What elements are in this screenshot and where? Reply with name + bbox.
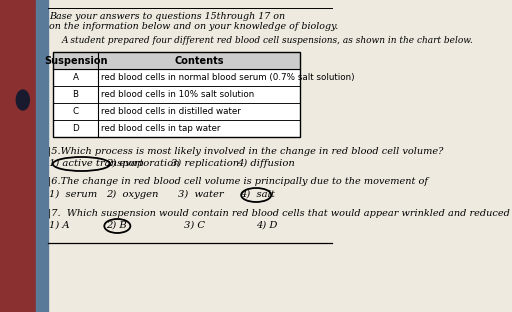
Text: red blood cells in tap water: red blood cells in tap water [101,124,221,133]
Bar [0,0,36,312]
Circle shape [16,90,29,110]
Text: 2) evaporation: 2) evaporation [106,159,180,168]
Text: 1)  serum: 1) serum [49,190,97,199]
Text: Suspension: Suspension [44,56,108,66]
Text: 1) A: 1) A [49,221,70,230]
Text: Base your answers to questions 15through 17 on: Base your answers to questions 15through… [49,12,285,21]
Text: A student prepared four different red blood cell suspensions, as shown in the ch: A student prepared four different red bl… [62,36,474,45]
Text: red blood cells in normal blood serum (0.7% salt solution): red blood cells in normal blood serum (0… [101,73,355,82]
Text: 1) active transport: 1) active transport [49,159,143,168]
Text: A: A [73,73,79,82]
Text: 4) diffusion: 4) diffusion [237,159,294,168]
Text: 2) B: 2) B [106,221,127,230]
Text: B: B [73,90,79,99]
Text: red blood cells in distilled water: red blood cells in distilled water [101,107,241,116]
Bar [53,52,300,137]
Text: |6.The change in red blood cell volume is principally due to the movement of: |6.The change in red blood cell volume i… [48,177,428,187]
Text: red blood cells in 10% salt solution: red blood cells in 10% salt solution [101,90,254,99]
Text: 3) replication: 3) replication [172,159,240,168]
Text: Contents: Contents [174,56,224,66]
Text: 3) C: 3) C [184,221,205,230]
Text: 3)  water: 3) water [178,190,224,199]
Text: 4) D: 4) D [256,221,278,230]
Text: 2)  oxygen: 2) oxygen [106,190,159,199]
Text: |7.  Which suspension would contain red blood cells that would appear wrinkled a: |7. Which suspension would contain red b… [48,208,512,217]
Text: D: D [72,124,79,133]
Text: C: C [73,107,79,116]
Bar [36,0,48,312]
Text: 4)  salt: 4) salt [240,190,275,199]
Text: |5.Which process is most likely involved in the change in red blood cell volume?: |5.Which process is most likely involved… [48,146,443,155]
Bar [53,52,300,137]
Text: on the information below and on your knowledge of biology.: on the information below and on your kno… [49,22,338,31]
Bar [53,52,300,69]
